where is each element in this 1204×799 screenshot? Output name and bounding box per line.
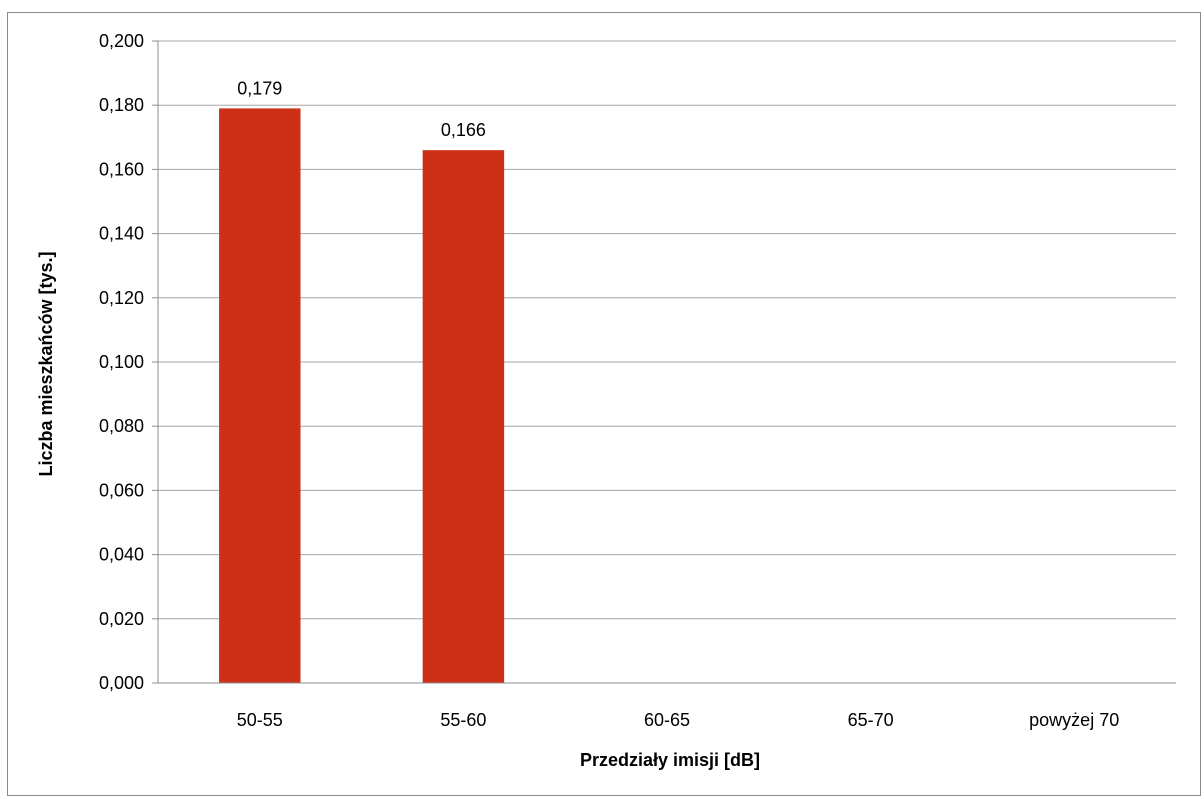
y-tick-label: 0,160	[99, 159, 144, 179]
x-axis-title: Przedziały imisji [dB]	[580, 750, 760, 770]
gridlines	[158, 40, 1176, 620]
x-category-label: 60-65	[644, 710, 690, 730]
x-category-label: 55-60	[440, 710, 486, 730]
y-tick-label: 0,140	[99, 224, 144, 244]
y-tick-label: 0,040	[99, 545, 144, 565]
y-axis-title: Liczba mieszkańców [tys.]	[36, 251, 56, 476]
bar-55-60	[422, 150, 505, 683]
y-tick-label: 0,080	[99, 416, 144, 436]
data-label: 0,166	[441, 120, 486, 140]
y-tick-label: 0,020	[99, 609, 144, 629]
data-label: 0,179	[237, 78, 282, 98]
bar-50-55	[219, 108, 301, 683]
x-category-label: 65-70	[848, 710, 894, 730]
bars	[219, 108, 505, 683]
axes	[152, 40, 1176, 684]
y-tick-label: 0,200	[99, 31, 144, 51]
y-tick-label: 0,180	[99, 95, 144, 115]
y-tick-label: 0,000	[99, 673, 144, 693]
x-category-label: powyżej 70	[1029, 710, 1119, 730]
labels: 0,000 0,020 0,040 0,060 0,080 0,100 0,120 0,140…	[99, 31, 1119, 730]
y-tick-label: 0,100	[99, 352, 144, 372]
x-category-label: 50-55	[237, 710, 283, 730]
y-tick-label: 0,060	[99, 480, 144, 500]
y-tick-label: 0,120	[99, 288, 144, 308]
chart-frame	[7, 12, 1201, 796]
